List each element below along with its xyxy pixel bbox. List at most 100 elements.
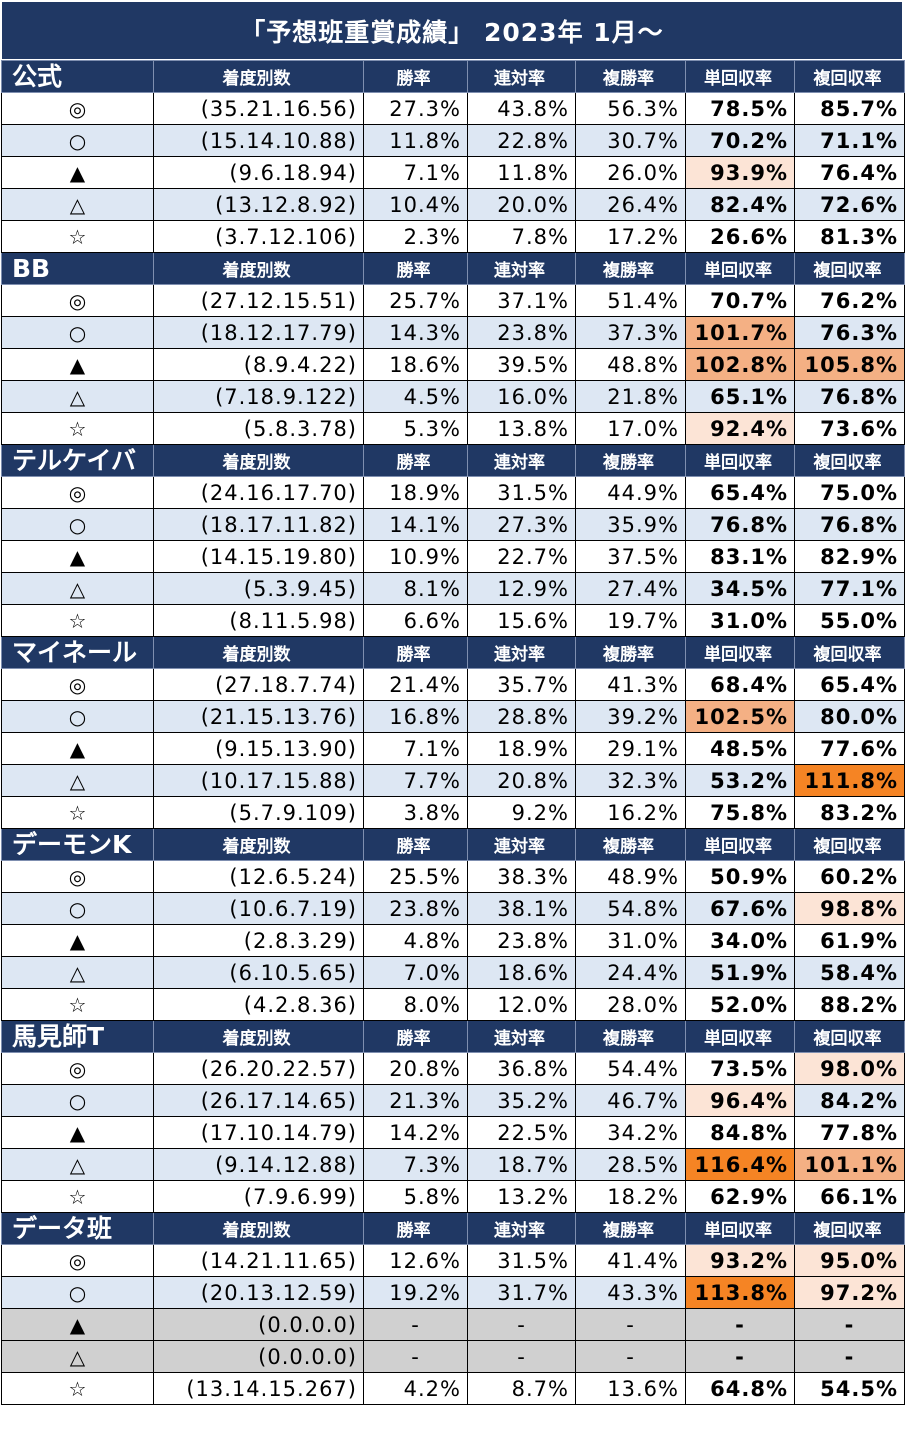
counts-cell: (9.6.18.94) — [153, 156, 364, 189]
win-return-cell: 93.9% — [685, 156, 795, 189]
place-return-cell: 75.0% — [794, 476, 905, 509]
win-rate-cell: 7.3% — [363, 1148, 468, 1181]
win-return-cell: 52.0% — [685, 988, 795, 1021]
table-row: ◎ (12.6.5.24) 25.5% 38.3% 48.9% 50.9% 60.2% — [1, 860, 905, 893]
place-rate-cell: 28.5% — [575, 1148, 686, 1181]
quinella-rate-cell: 20.8% — [467, 764, 576, 797]
quinella-rate-cell: - — [467, 1308, 576, 1341]
place-rate-cell: 19.7% — [575, 604, 686, 637]
win-return-cell: 75.8% — [685, 796, 795, 829]
win-return-cell: 70.7% — [685, 284, 795, 317]
column-header: 着度別数 — [153, 252, 364, 285]
quinella-rate-cell: - — [467, 1340, 576, 1373]
mark-cell: ○ — [1, 124, 154, 157]
column-header: 複勝率 — [575, 1020, 686, 1053]
place-rate-cell: 48.8% — [575, 348, 686, 381]
place-rate-cell: 27.4% — [575, 572, 686, 605]
win-return-cell: 70.2% — [685, 124, 795, 157]
mark-cell: ◎ — [1, 92, 154, 125]
place-return-cell: 61.9% — [794, 924, 905, 957]
place-rate-cell: 13.6% — [575, 1372, 686, 1405]
win-rate-cell: 4.2% — [363, 1372, 468, 1405]
table-row: △ (0.0.0.0) - - - - - — [1, 1340, 905, 1373]
table-row: ▲ (2.8.3.29) 4.8% 23.8% 31.0% 34.0% 61.9% — [1, 924, 905, 957]
column-header: 勝率 — [363, 636, 468, 669]
column-header: 連対率 — [467, 444, 576, 477]
place-return-cell: 97.2% — [794, 1276, 905, 1309]
column-header: 複回収率 — [794, 1212, 905, 1245]
win-return-cell: 93.2% — [685, 1244, 795, 1277]
column-header: 単回収率 — [685, 444, 795, 477]
counts-cell: (27.12.15.51) — [153, 284, 364, 317]
place-return-cell: 80.0% — [794, 700, 905, 733]
win-return-cell: - — [685, 1340, 795, 1373]
place-return-cell: 83.2% — [794, 796, 905, 829]
counts-cell: (24.16.17.70) — [153, 476, 364, 509]
mark-cell: △ — [1, 188, 154, 221]
column-header: 単回収率 — [685, 60, 795, 93]
counts-cell: (4.2.8.36) — [153, 988, 364, 1021]
place-return-cell: 76.8% — [794, 380, 905, 413]
column-header: 複回収率 — [794, 828, 905, 861]
table-row: ☆ (5.7.9.109) 3.8% 9.2% 16.2% 75.8% 83.2% — [1, 796, 905, 829]
quinella-rate-cell: 15.6% — [467, 604, 576, 637]
place-rate-cell: 24.4% — [575, 956, 686, 989]
mark-cell: △ — [1, 572, 154, 605]
quinella-rate-cell: 36.8% — [467, 1052, 576, 1085]
win-return-cell: 96.4% — [685, 1084, 795, 1117]
win-rate-cell: 7.7% — [363, 764, 468, 797]
counts-cell: (5.7.9.109) — [153, 796, 364, 829]
group-header-row: デーモンK 着度別数 勝率 連対率 複勝率 単回収率 複回収率 — [1, 828, 905, 861]
win-rate-cell: 2.3% — [363, 220, 468, 253]
mark-cell: ◎ — [1, 1052, 154, 1085]
win-return-cell: 48.5% — [685, 732, 795, 765]
table-row: ☆ (5.8.3.78) 5.3% 13.8% 17.0% 92.4% 73.6% — [1, 412, 905, 445]
win-return-cell: 65.4% — [685, 476, 795, 509]
quinella-rate-cell: 35.7% — [467, 668, 576, 701]
place-return-cell: 105.8% — [794, 348, 905, 381]
mark-cell: △ — [1, 764, 154, 797]
group-header-row: BB 着度別数 勝率 連対率 複勝率 単回収率 複回収率 — [1, 252, 905, 285]
group-name: 公式 — [1, 60, 154, 93]
place-rate-cell: 29.1% — [575, 732, 686, 765]
place-rate-cell: 18.2% — [575, 1180, 686, 1213]
column-header: 単回収率 — [685, 1212, 795, 1245]
place-return-cell: 55.0% — [794, 604, 905, 637]
group-name: BB — [1, 252, 154, 285]
column-header: 複回収率 — [794, 60, 905, 93]
table-row: ▲ (0.0.0.0) - - - - - — [1, 1308, 905, 1341]
win-rate-cell: 16.8% — [363, 700, 468, 733]
column-header: 単回収率 — [685, 828, 795, 861]
win-rate-cell: 20.8% — [363, 1052, 468, 1085]
counts-cell: (5.8.3.78) — [153, 412, 364, 445]
win-return-cell: 65.1% — [685, 380, 795, 413]
place-rate-cell: 26.4% — [575, 188, 686, 221]
counts-cell: (0.0.0.0) — [153, 1308, 364, 1341]
place-return-cell: 60.2% — [794, 860, 905, 893]
place-return-cell: 76.8% — [794, 508, 905, 541]
place-rate-cell: 54.8% — [575, 892, 686, 925]
quinella-rate-cell: 37.1% — [467, 284, 576, 317]
win-return-cell: 82.4% — [685, 188, 795, 221]
quinella-rate-cell: 27.3% — [467, 508, 576, 541]
place-return-cell: 85.7% — [794, 92, 905, 125]
column-header: 勝率 — [363, 252, 468, 285]
place-return-cell: - — [794, 1340, 905, 1373]
place-return-cell: 101.1% — [794, 1148, 905, 1181]
table-row: ☆ (13.14.15.267) 4.2% 8.7% 13.6% 64.8% 54.5% — [1, 1372, 905, 1405]
win-rate-cell: 27.3% — [363, 92, 468, 125]
place-rate-cell: 41.4% — [575, 1244, 686, 1277]
place-return-cell: 98.8% — [794, 892, 905, 925]
win-return-cell: 31.0% — [685, 604, 795, 637]
column-header: 着度別数 — [153, 60, 364, 93]
place-rate-cell: 39.2% — [575, 700, 686, 733]
quinella-rate-cell: 38.3% — [467, 860, 576, 893]
column-header: 連対率 — [467, 828, 576, 861]
win-rate-cell: 25.5% — [363, 860, 468, 893]
group-header-row: 公式 着度別数 勝率 連対率 複勝率 単回収率 複回収率 — [1, 60, 905, 93]
quinella-rate-cell: 7.8% — [467, 220, 576, 253]
place-rate-cell: 35.9% — [575, 508, 686, 541]
column-header: 複回収率 — [794, 444, 905, 477]
win-rate-cell: 3.8% — [363, 796, 468, 829]
quinella-rate-cell: 18.7% — [467, 1148, 576, 1181]
